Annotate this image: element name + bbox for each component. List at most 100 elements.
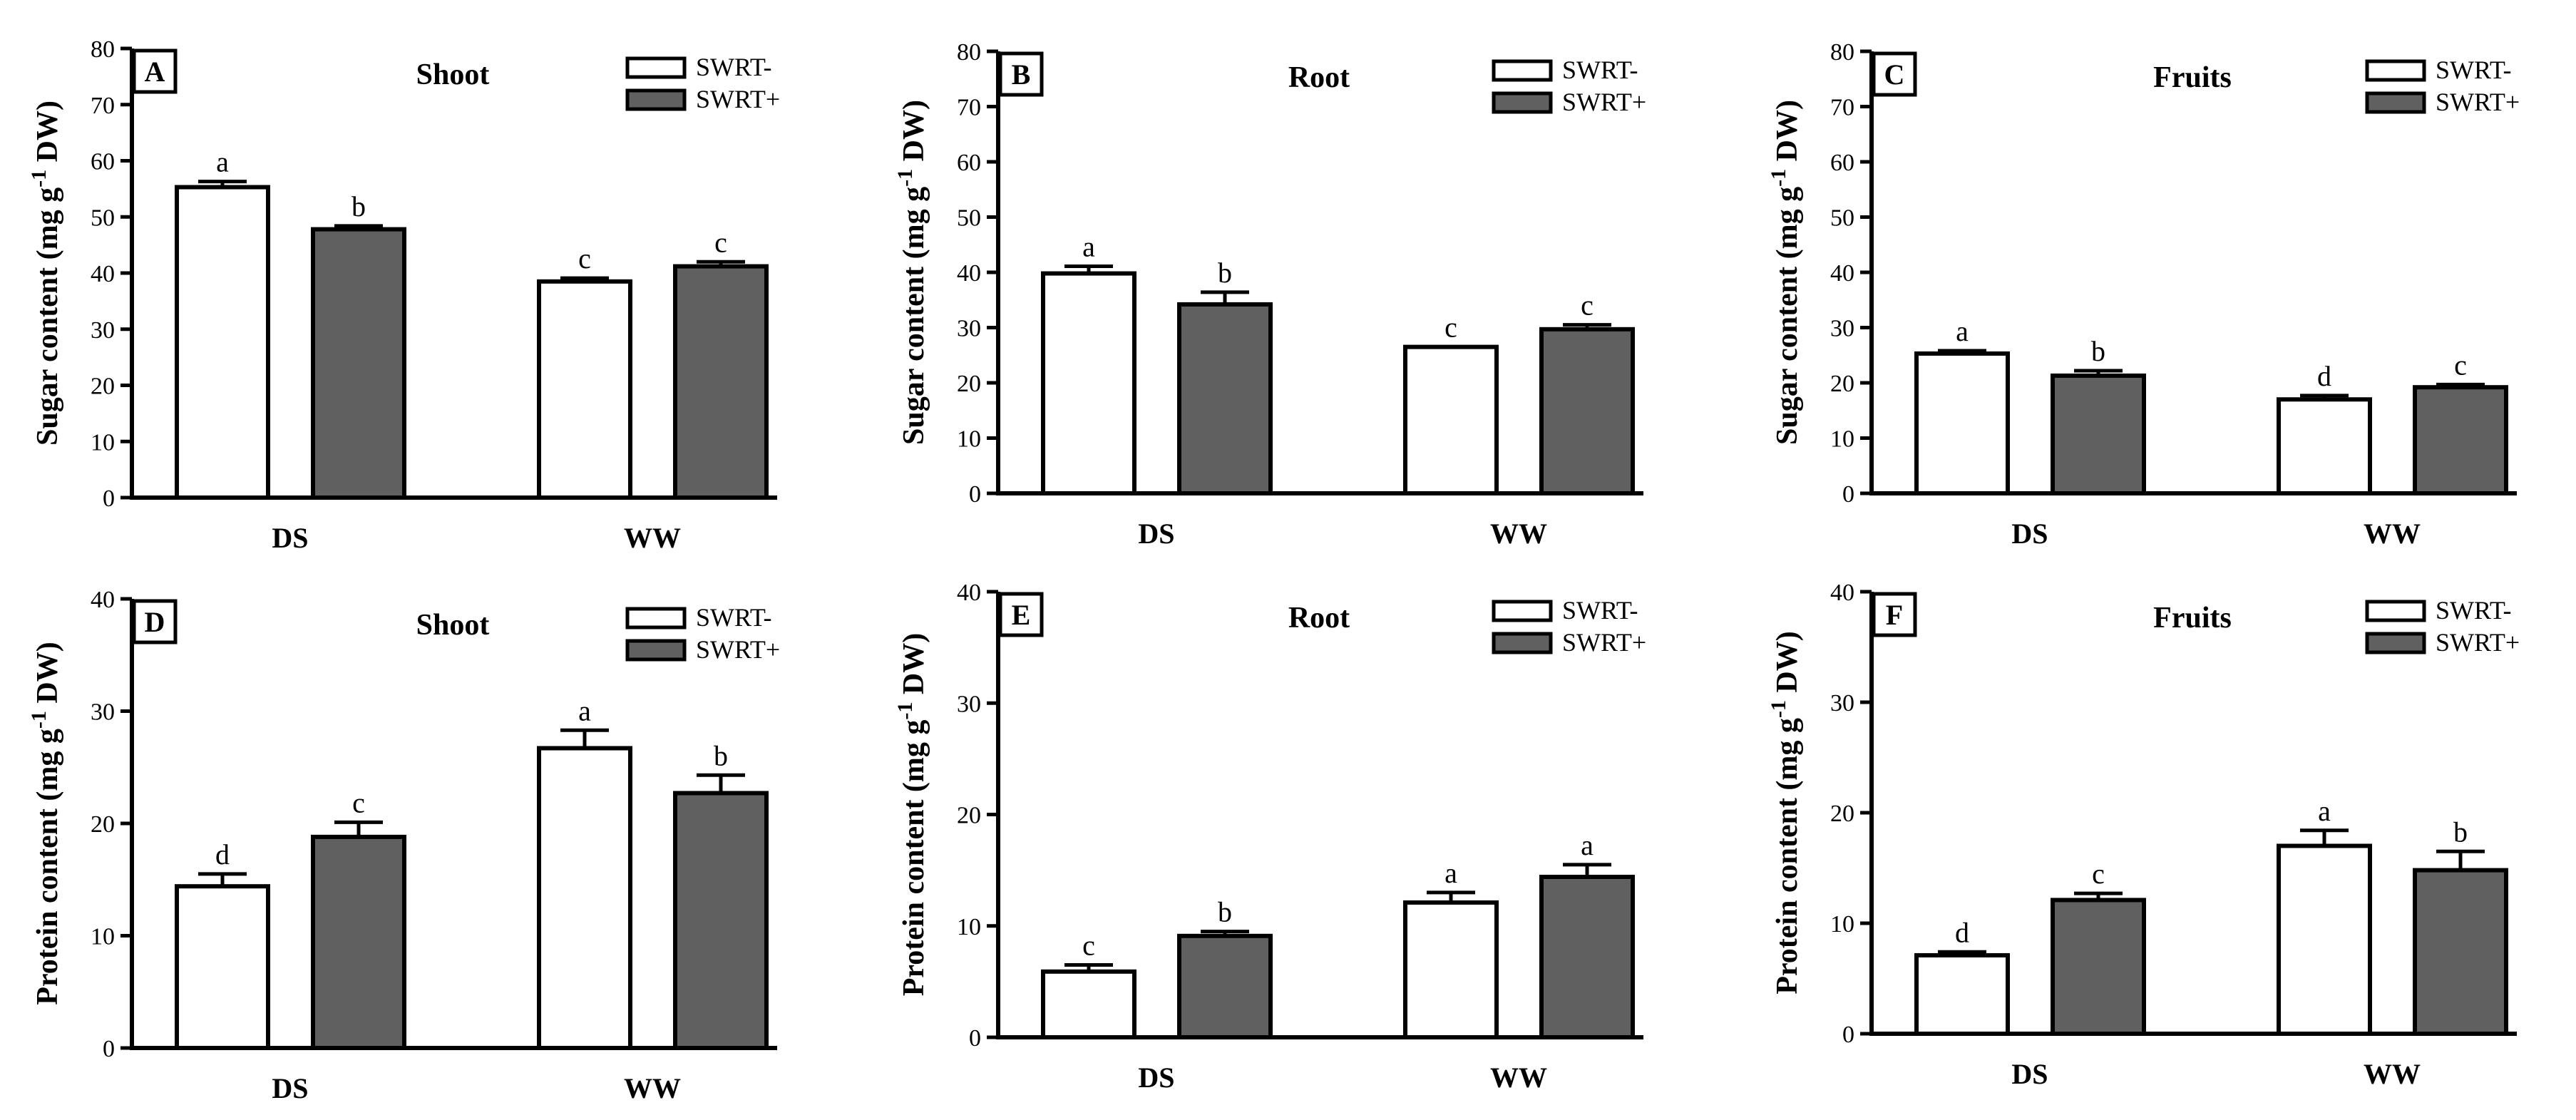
significance-label: a: [1956, 315, 1969, 347]
bar-swrt-minus-ww: [537, 746, 632, 1050]
y-tick-label: 0: [1842, 481, 1854, 508]
y-axis-title: Sugar content (mg g-1 DW): [27, 101, 64, 446]
panel-letter: A: [145, 56, 165, 88]
y-tick-label: 10: [1830, 911, 1854, 937]
legend-label: SWRT+: [2436, 628, 2520, 657]
y-tick-label: 50: [91, 205, 115, 231]
bar-swrt-minus-ww: [1403, 900, 1499, 1039]
panel-letter-box: [998, 51, 1044, 97]
significance-label: d: [215, 838, 230, 870]
legend-swatch: [1492, 632, 1553, 654]
bar-swrt-minus-ww: [2277, 843, 2372, 1036]
significance-label: b: [1218, 257, 1232, 289]
y-tick-label: 30: [957, 691, 981, 717]
x-category-label: DS: [1138, 518, 1174, 550]
legend-swatch: [2365, 632, 2426, 654]
legend-label: SWRT+: [1562, 628, 1646, 657]
panel-letter: B: [1012, 58, 1031, 91]
y-tick-label: 80: [957, 39, 981, 66]
bar-swrt-plus-ww: [2413, 868, 2508, 1036]
y-tick-label: 30: [957, 316, 981, 342]
panel-f: 0 10 20 30 40 Protein content (mg g-1 DW) DS WW…: [1767, 580, 2520, 1090]
bar-swrt-minus-ww: [537, 279, 632, 500]
y-tick-label: 20: [91, 374, 115, 400]
bar-swrt-plus-ww: [2413, 385, 2508, 496]
x-category-label: DS: [272, 1072, 308, 1104]
y-tick-label: 80: [1830, 39, 1854, 66]
y-tick-label: 20: [957, 803, 981, 829]
y-tick-label: 60: [1830, 150, 1854, 176]
y-tick-label: 10: [957, 426, 981, 453]
panel-letter: F: [1886, 599, 1903, 631]
significance-label: a: [1444, 857, 1457, 889]
legend-swatch: [625, 88, 687, 111]
panel-letter-box: [998, 592, 1044, 637]
panel-title: Root: [1288, 602, 1350, 635]
y-tick-label: 30: [91, 699, 115, 726]
y-tick-label: 0: [969, 481, 981, 508]
significance-label: a: [2318, 795, 2331, 827]
bar-swrt-minus-ds: [1914, 952, 2010, 1036]
y-tick-label: 30: [1830, 690, 1854, 716]
significance-label: b: [2453, 816, 2468, 848]
y-tick-label: 60: [91, 149, 115, 175]
x-category-label: WW: [1490, 1062, 1547, 1094]
significance-label: b: [2091, 335, 2105, 367]
significance-label: c: [1581, 289, 1594, 322]
y-tick-label: 40: [957, 580, 981, 606]
legend-label: SWRT+: [696, 635, 780, 664]
bar-swrt-minus-ds: [1041, 271, 1136, 495]
y-tick-label: 10: [91, 924, 115, 950]
panel-title: Fruits: [2153, 61, 2232, 94]
y-tick-label: 30: [91, 317, 115, 344]
legend-label: SWRT-: [696, 603, 772, 632]
y-axis-title: Sugar content (mg g-1 DW): [893, 100, 930, 445]
y-tick-label: 20: [957, 371, 981, 397]
bar-swrt-minus-ds: [1041, 969, 1136, 1039]
y-tick-label: 70: [1830, 95, 1854, 121]
legend-swatch: [1492, 91, 1553, 114]
significance-label: a: [216, 146, 229, 178]
legend-swatch: [1492, 59, 1553, 82]
bar-swrt-plus-ds: [311, 834, 406, 1051]
significance-label: c: [2454, 349, 2467, 381]
y-tick-label: 70: [957, 95, 981, 121]
y-tick-label: 40: [91, 587, 115, 613]
x-category-label: DS: [272, 522, 308, 554]
y-tick-label: 10: [957, 914, 981, 940]
panel-letter: E: [1012, 599, 1031, 631]
bar-swrt-plus-ds: [1177, 302, 1273, 495]
significance-label: c: [352, 786, 365, 818]
legend-label: SWRT-: [696, 53, 772, 81]
significance-label: d: [1955, 916, 1969, 948]
y-tick-label: 40: [1830, 260, 1854, 287]
significance-label: b: [1218, 896, 1232, 928]
significance-label: c: [2092, 858, 2105, 890]
y-tick-label: 40: [91, 261, 115, 287]
legend-swatch: [2365, 91, 2426, 114]
bar-swrt-minus-ds: [1914, 351, 2010, 495]
significance-label: d: [2317, 360, 2331, 392]
panel-letter-box: [1872, 51, 1917, 97]
y-tick-label: 0: [103, 485, 115, 512]
legend-swatch: [2365, 59, 2426, 82]
y-tick-label: 40: [957, 260, 981, 287]
legend-label: SWRT+: [696, 85, 780, 113]
y-tick-label: 20: [1830, 801, 1854, 827]
y-tick-label: 10: [91, 429, 115, 456]
y-axis-title: Protein content (mg g-1 DW): [27, 642, 64, 1005]
legend-swatch: [2365, 600, 2426, 622]
x-category-label: WW: [1490, 518, 1547, 550]
panel-d: 0 10 20 30 40 Protein content (mg g-1 DW) DS WW…: [27, 587, 780, 1104]
y-tick-label: 30: [1830, 316, 1854, 342]
legend-swatch: [625, 56, 687, 79]
y-axis-title: Sugar content (mg g-1 DW): [1767, 100, 1804, 445]
bar-swrt-plus-ds: [2051, 373, 2146, 495]
x-category-label: WW: [624, 522, 681, 554]
panel-letter: D: [145, 606, 165, 638]
x-category-label: WW: [624, 1072, 681, 1104]
y-axis-title: Protein content (mg g-1 DW): [1767, 631, 1804, 994]
significance-label: a: [1082, 230, 1095, 262]
y-tick-label: 50: [957, 205, 981, 232]
x-category-label: DS: [2011, 518, 2048, 550]
